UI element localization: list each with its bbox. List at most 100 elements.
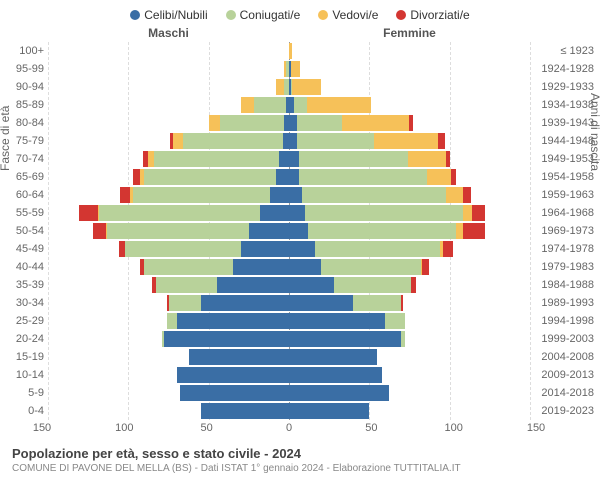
- bar-segment: [79, 205, 98, 221]
- pyramid-row: [48, 276, 530, 294]
- pyramid-row: [48, 168, 530, 186]
- bar-segment: [144, 169, 276, 185]
- female-half: [289, 150, 530, 168]
- bar-segment: [422, 259, 428, 275]
- bar-segment: [289, 169, 299, 185]
- birth-year-label: 1929-1933: [530, 78, 594, 96]
- x-tick-label: 150: [33, 422, 51, 434]
- birth-year-label: 1989-1993: [530, 294, 594, 312]
- birth-year-label: 1949-1953: [530, 150, 594, 168]
- bar-segment: [289, 43, 292, 59]
- age-label: 85-89: [6, 96, 48, 114]
- age-label: 40-44: [6, 258, 48, 276]
- female-half: [289, 222, 530, 240]
- bar-segment: [289, 259, 321, 275]
- female-half: [289, 348, 530, 366]
- bar-segment: [189, 349, 289, 365]
- bar-segment: [289, 223, 308, 239]
- bar-segment: [302, 187, 447, 203]
- bar-segment: [93, 223, 106, 239]
- bar-segment: [374, 133, 438, 149]
- legend: Celibi/Nubili Coniugati/e Vedovi/e Divor…: [0, 0, 600, 22]
- female-half: [289, 168, 530, 186]
- male-half: [48, 258, 289, 276]
- female-half: [289, 312, 530, 330]
- age-label: 0-4: [6, 402, 48, 420]
- bar-segment: [289, 205, 305, 221]
- bar-segment: [411, 277, 416, 293]
- bar-segment: [289, 403, 369, 419]
- female-half: [289, 42, 530, 60]
- birth-year-label: 1939-1943: [530, 114, 594, 132]
- bar-segment: [334, 277, 411, 293]
- population-pyramid: Fasce di età Anni di nascita 100+95-9990…: [0, 42, 600, 420]
- female-half: [289, 294, 530, 312]
- age-label: 30-34: [6, 294, 48, 312]
- pyramid-row: [48, 132, 530, 150]
- pyramid-row: [48, 294, 530, 312]
- bar-segment: [177, 313, 289, 329]
- pyramid-row: [48, 330, 530, 348]
- legend-item-divorziati: Divorziati/e: [396, 8, 469, 22]
- birth-year-label: 1959-1963: [530, 186, 594, 204]
- male-half: [48, 78, 289, 96]
- bar-segment: [289, 313, 385, 329]
- legend-label: Celibi/Nubili: [144, 8, 207, 22]
- chart-subtitle: COMUNE DI PAVONE DEL MELLA (BS) - Dati I…: [12, 463, 588, 474]
- female-half: [289, 204, 530, 222]
- bar-segment: [294, 97, 307, 113]
- bar-segment: [408, 151, 447, 167]
- bar-segment: [427, 169, 451, 185]
- bar-segment: [342, 115, 409, 131]
- age-label: 60-64: [6, 186, 48, 204]
- female-half: [289, 78, 530, 96]
- bar-segment: [120, 187, 130, 203]
- bar-segment: [299, 151, 408, 167]
- bar-segment: [463, 223, 485, 239]
- bar-segment: [220, 115, 284, 131]
- male-half: [48, 240, 289, 258]
- pyramid-row: [48, 312, 530, 330]
- age-label: 50-54: [6, 222, 48, 240]
- pyramid-row: [48, 150, 530, 168]
- header-female: Femmine: [289, 26, 530, 40]
- bar-segment: [241, 241, 289, 257]
- bar-segment: [451, 169, 456, 185]
- bar-segment: [233, 259, 289, 275]
- bar-segment: [289, 133, 297, 149]
- bar-segment: [169, 295, 201, 311]
- male-half: [48, 204, 289, 222]
- birth-year-label: 2014-2018: [530, 384, 594, 402]
- bar-segment: [201, 295, 289, 311]
- bar-segment: [167, 313, 177, 329]
- y-axis-left-title: Fasce di età: [0, 106, 12, 171]
- pyramid-row: [48, 222, 530, 240]
- bar-segment: [279, 151, 289, 167]
- bar-segment: [209, 115, 220, 131]
- age-label: 10-14: [6, 366, 48, 384]
- birth-year-label: 2019-2023: [530, 402, 594, 420]
- bar-segment: [463, 187, 471, 203]
- bar-segment: [270, 187, 289, 203]
- bar-segment: [289, 241, 315, 257]
- birth-year-label: 1964-1968: [530, 204, 594, 222]
- male-half: [48, 312, 289, 330]
- pyramid-row: [48, 42, 530, 60]
- birth-year-label: 1934-1938: [530, 96, 594, 114]
- gender-header: Maschi Femmine: [0, 26, 600, 40]
- bar-segment: [289, 277, 334, 293]
- bar-segment: [353, 295, 401, 311]
- bar-segment: [260, 205, 289, 221]
- x-tick-label: 100: [115, 422, 133, 434]
- birth-year-label: 1974-1978: [530, 240, 594, 258]
- legend-item-celibi: Celibi/Nubili: [130, 8, 207, 22]
- birth-year-label: 1999-2003: [530, 330, 594, 348]
- male-half: [48, 384, 289, 402]
- female-half: [289, 276, 530, 294]
- birth-year-label: 1994-1998: [530, 312, 594, 330]
- bar-segment: [385, 313, 404, 329]
- legend-swatch-celibi: [130, 10, 140, 20]
- bar-segment: [289, 187, 302, 203]
- bar-segment: [180, 385, 289, 401]
- x-tick-label: 100: [444, 422, 462, 434]
